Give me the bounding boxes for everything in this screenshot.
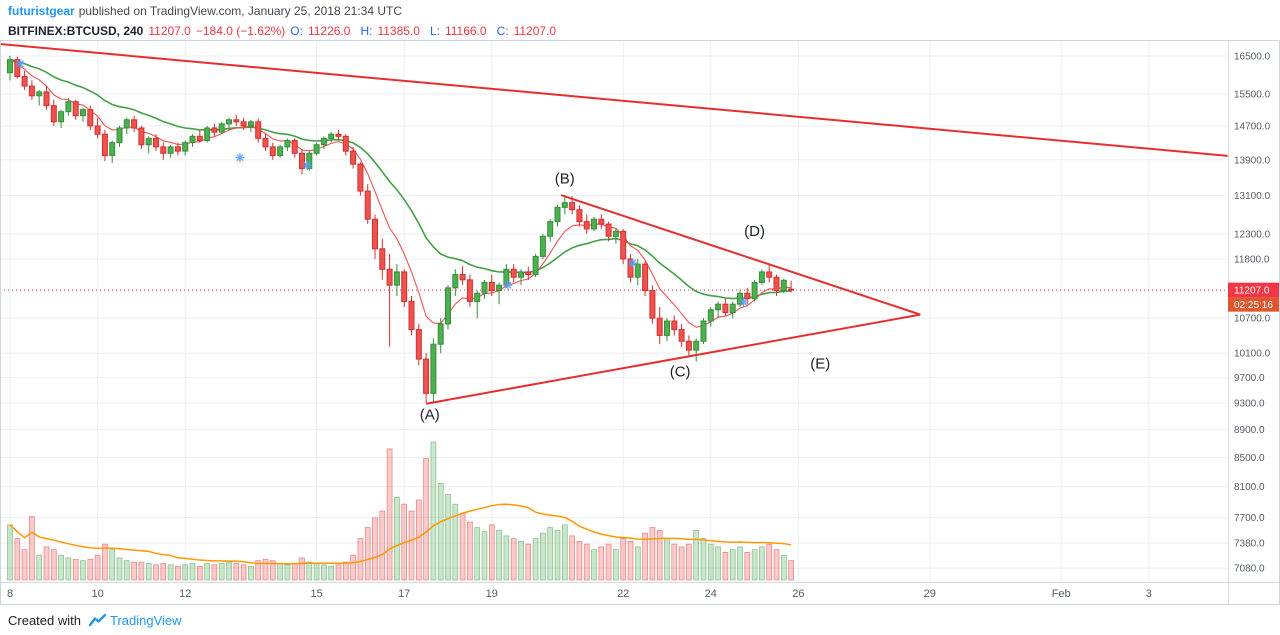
svg-text:13900.0: 13900.0	[1234, 155, 1271, 166]
svg-text:8900.0: 8900.0	[1234, 425, 1265, 436]
symbol-legend-bar: BITFINEX:BTCUSD, 240 11207.0 −184.0 (−1.…	[0, 22, 1280, 40]
svg-text:(C): (C)	[670, 364, 691, 381]
svg-text:19: 19	[486, 588, 498, 600]
svg-text:7380.0: 7380.0	[1234, 539, 1265, 550]
open-value: O: 11226.0	[290, 24, 351, 38]
svg-text:13100.0: 13100.0	[1234, 191, 1271, 202]
svg-text:8: 8	[7, 588, 13, 600]
svg-text:26: 26	[792, 588, 804, 600]
svg-text:7080.0: 7080.0	[1234, 564, 1265, 575]
close-value: C: 11207.0	[496, 24, 557, 38]
published-text: published on TradingView.com, January 25…	[78, 4, 403, 18]
symbol-name[interactable]: BITFINEX:BTCUSD, 240	[8, 24, 144, 38]
svg-text:17: 17	[398, 588, 410, 600]
svg-text:15: 15	[310, 588, 322, 600]
low-value: L: 11166.0	[429, 24, 487, 38]
chart-panel: (A) (B) (C) (D) (E) 16500.0 15500.0 14700.0 1390…	[0, 40, 1280, 605]
svg-text:24: 24	[705, 588, 717, 600]
price-chart[interactable]: (A) (B) (C) (D) (E) 16500.0 15500.0 14700.0 1390…	[0, 40, 1280, 605]
footer-bar: Created with TradingView	[0, 605, 1280, 635]
svg-text:11800.0: 11800.0	[1234, 254, 1270, 265]
svg-text:3: 3	[1146, 588, 1152, 600]
svg-text:14700.0: 14700.0	[1234, 121, 1271, 132]
price-change: −184.0 (−1.62%)	[195, 24, 286, 38]
svg-text:12: 12	[179, 588, 191, 600]
svg-text:10100.0: 10100.0	[1234, 349, 1271, 360]
svg-text:11207.0: 11207.0	[1234, 286, 1270, 297]
svg-text:8500.0: 8500.0	[1234, 453, 1265, 464]
svg-text:29: 29	[924, 588, 936, 600]
last-price: 11207.0	[148, 24, 191, 38]
created-with-text: Created with	[8, 612, 81, 628]
author-link[interactable]: futuristgear	[8, 4, 75, 18]
svg-text:(E): (E)	[810, 356, 830, 373]
attribution-bar: futuristgear published on TradingView.co…	[0, 0, 1280, 22]
tradingview-logo-icon	[88, 613, 106, 628]
svg-text:7700.0: 7700.0	[1234, 513, 1265, 524]
svg-text:12300.0: 12300.0	[1234, 229, 1271, 240]
svg-text:(D): (D)	[744, 223, 765, 240]
svg-text:10700.0: 10700.0	[1234, 314, 1271, 325]
svg-text:10: 10	[91, 588, 103, 600]
svg-text:16500.0: 16500.0	[1234, 52, 1271, 63]
svg-text:(A): (A)	[420, 407, 440, 424]
svg-text:8100.0: 8100.0	[1234, 482, 1265, 493]
svg-text:15500.0: 15500.0	[1234, 89, 1271, 100]
tradingview-brand-link[interactable]: TradingView	[109, 612, 182, 628]
svg-text:9700.0: 9700.0	[1234, 373, 1265, 384]
svg-text:Feb: Feb	[1052, 588, 1071, 600]
high-value: H: 11385.0	[360, 24, 420, 38]
svg-text:22: 22	[617, 588, 629, 600]
svg-text:9300.0: 9300.0	[1234, 399, 1265, 410]
svg-text:(B): (B)	[555, 170, 575, 187]
svg-text:02:25:16: 02:25:16	[1234, 300, 1273, 311]
